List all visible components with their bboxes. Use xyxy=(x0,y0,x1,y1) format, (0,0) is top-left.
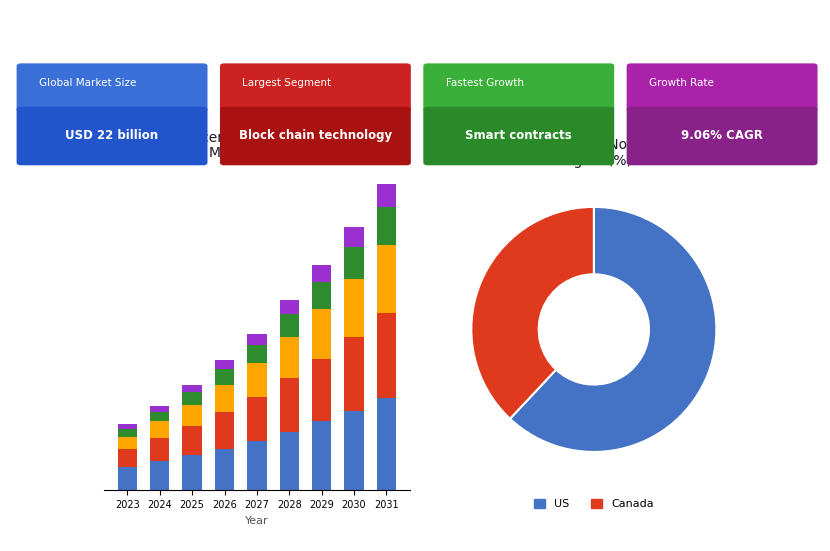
Text: Block chain technology: Block chain technology xyxy=(239,129,392,142)
Bar xyxy=(118,424,137,429)
Bar xyxy=(280,337,299,379)
Bar xyxy=(247,334,266,345)
Text: Largest Segment: Largest Segment xyxy=(242,78,331,89)
X-axis label: Year: Year xyxy=(245,516,269,526)
Bar xyxy=(377,245,396,312)
Bar xyxy=(377,312,396,398)
Bar xyxy=(344,279,364,337)
Bar xyxy=(344,337,364,410)
Bar xyxy=(118,437,137,449)
Bar xyxy=(312,422,331,490)
Bar xyxy=(118,429,137,437)
Bar xyxy=(280,432,299,490)
Bar xyxy=(150,412,169,422)
Bar xyxy=(118,449,137,467)
Text: 9.06% CAGR: 9.06% CAGR xyxy=(681,129,763,142)
Bar xyxy=(183,385,202,392)
Bar xyxy=(377,398,396,490)
Bar xyxy=(247,441,266,490)
Bar xyxy=(215,360,234,369)
Bar xyxy=(247,363,266,397)
Bar xyxy=(344,226,364,247)
Text: Fastest Growth: Fastest Growth xyxy=(446,78,524,89)
Text: Global Market Size: Global Market Size xyxy=(39,78,136,89)
Title: Country Share For North America
Region (%): Country Share For North America Region (… xyxy=(478,138,710,168)
Legend: US, Canada: US, Canada xyxy=(530,494,658,514)
Text: Growth Rate: Growth Rate xyxy=(649,78,714,89)
Bar xyxy=(377,184,396,207)
Title: Global Decentralized Finance (DeFi)
Market ($ Bn): Global Decentralized Finance (DeFi) Mark… xyxy=(133,130,381,160)
Bar xyxy=(247,345,266,363)
Bar xyxy=(215,449,234,490)
Bar xyxy=(344,410,364,490)
Bar xyxy=(150,422,169,438)
Bar xyxy=(183,455,202,490)
Bar xyxy=(377,207,396,245)
Bar xyxy=(183,404,202,426)
Bar xyxy=(312,359,331,422)
Bar xyxy=(312,310,331,359)
Bar xyxy=(280,314,299,337)
Bar xyxy=(118,467,137,490)
Bar xyxy=(150,406,169,412)
Bar xyxy=(344,247,364,279)
Text: USD 22 billion: USD 22 billion xyxy=(66,129,159,142)
Wedge shape xyxy=(510,207,716,452)
Bar xyxy=(183,392,202,404)
Bar xyxy=(280,379,299,432)
Bar xyxy=(215,369,234,385)
Bar xyxy=(215,385,234,412)
Bar xyxy=(312,265,331,282)
Bar xyxy=(215,412,234,449)
Bar xyxy=(247,397,266,441)
Wedge shape xyxy=(471,207,593,419)
Bar xyxy=(150,461,169,490)
Bar xyxy=(280,300,299,314)
Text: Smart contracts: Smart contracts xyxy=(466,129,572,142)
Bar xyxy=(183,426,202,455)
Bar xyxy=(312,282,331,310)
Bar xyxy=(150,438,169,461)
